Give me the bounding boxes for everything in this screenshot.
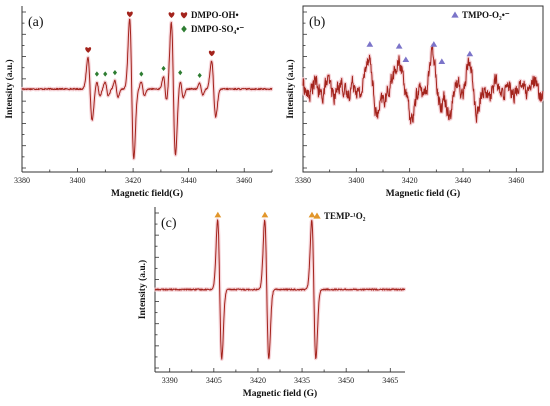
x-tick-label: 3405	[206, 376, 222, 385]
x-tick-label: 3460	[508, 176, 524, 185]
x-tick-label: 3440	[455, 176, 471, 185]
legend-marker-heart	[180, 12, 188, 19]
x-axis-title: Magnetic field(G)	[111, 188, 183, 199]
peak-marker-diamond	[161, 65, 166, 72]
x-tick-label: 3420	[402, 176, 418, 185]
peak-marker-triangle	[430, 41, 438, 47]
legend-marker-triangle	[313, 212, 321, 219]
x-tick-label: 3450	[338, 376, 354, 385]
spectrum-line	[21, 18, 273, 160]
legend-label: DMPO-SO₄•⁻	[191, 24, 244, 34]
peak-marker-heart	[126, 11, 133, 18]
peak-marker-heart	[85, 47, 92, 53]
peak-marker-diamond	[112, 70, 118, 76]
panel-c: 3390 3405 3420 3435 3450 3465 Magnetic field (…	[137, 207, 407, 399]
x-axis-title: Magnetic field (G)	[386, 188, 460, 199]
peak-marker-triangle	[308, 211, 316, 218]
x-tick-label: 3390	[162, 376, 178, 385]
x-tick-label: 3400	[70, 176, 86, 185]
peak-marker-diamond	[94, 71, 99, 77]
y-axis-title: Intensity (a.u.)	[137, 260, 148, 319]
x-tick-label: 3400	[348, 176, 364, 185]
x-tick-label: 3435	[294, 376, 310, 385]
legend-label: TEMP-¹O₂	[324, 211, 366, 221]
x-tick-label: 3465	[382, 376, 398, 385]
x-tick-label: 3440	[181, 176, 197, 185]
panel-a: 3380 3400 3420 3440 3460 Magnetic field(G) Int…	[4, 6, 274, 199]
peak-marker-heart	[168, 12, 175, 18]
x-tick-label: 3460	[236, 176, 252, 185]
peak-marker-triangle	[438, 58, 446, 64]
legend-label: DMPO-OH•	[191, 10, 239, 20]
peak-marker-triangle	[261, 211, 269, 218]
panel-label: (b)	[309, 15, 326, 30]
x-tick-label: 3380	[14, 176, 30, 185]
spectrum-line	[154, 219, 406, 360]
y-axis-title: Intensity (a.u.)	[4, 59, 15, 118]
peak-marker-triangle	[402, 56, 410, 63]
peak-marker-heart	[208, 50, 215, 57]
legend-marker-triangle	[451, 11, 459, 18]
x-tick-label: 3420	[125, 176, 141, 185]
peak-marker-diamond	[139, 71, 144, 77]
panel-label: (a)	[28, 15, 44, 30]
peak-marker-diamond	[197, 72, 202, 79]
x-tick-label: 3420	[250, 376, 266, 385]
panel-b: 3380 3400 3420 3440 3460 Magnetic field (G) In…	[285, 5, 545, 199]
peak-marker-diamond	[103, 71, 108, 77]
peak-marker-triangle	[395, 43, 403, 49]
legend-label: TMPO-O₂•⁻	[462, 10, 510, 20]
peak-marker-diamond	[178, 70, 183, 76]
spectrum-line	[302, 44, 544, 125]
y-axis-title: Intensity (a.u.)	[285, 59, 296, 118]
x-tick-label: 3380	[295, 176, 311, 185]
panel-label: (c)	[161, 216, 177, 231]
legend-marker-diamond	[181, 25, 187, 33]
peak-marker-triangle	[366, 41, 374, 47]
peak-marker-triangle	[466, 50, 474, 57]
peak-marker-triangle	[214, 211, 222, 218]
x-axis-title: Magnetic field (G)	[243, 388, 317, 399]
